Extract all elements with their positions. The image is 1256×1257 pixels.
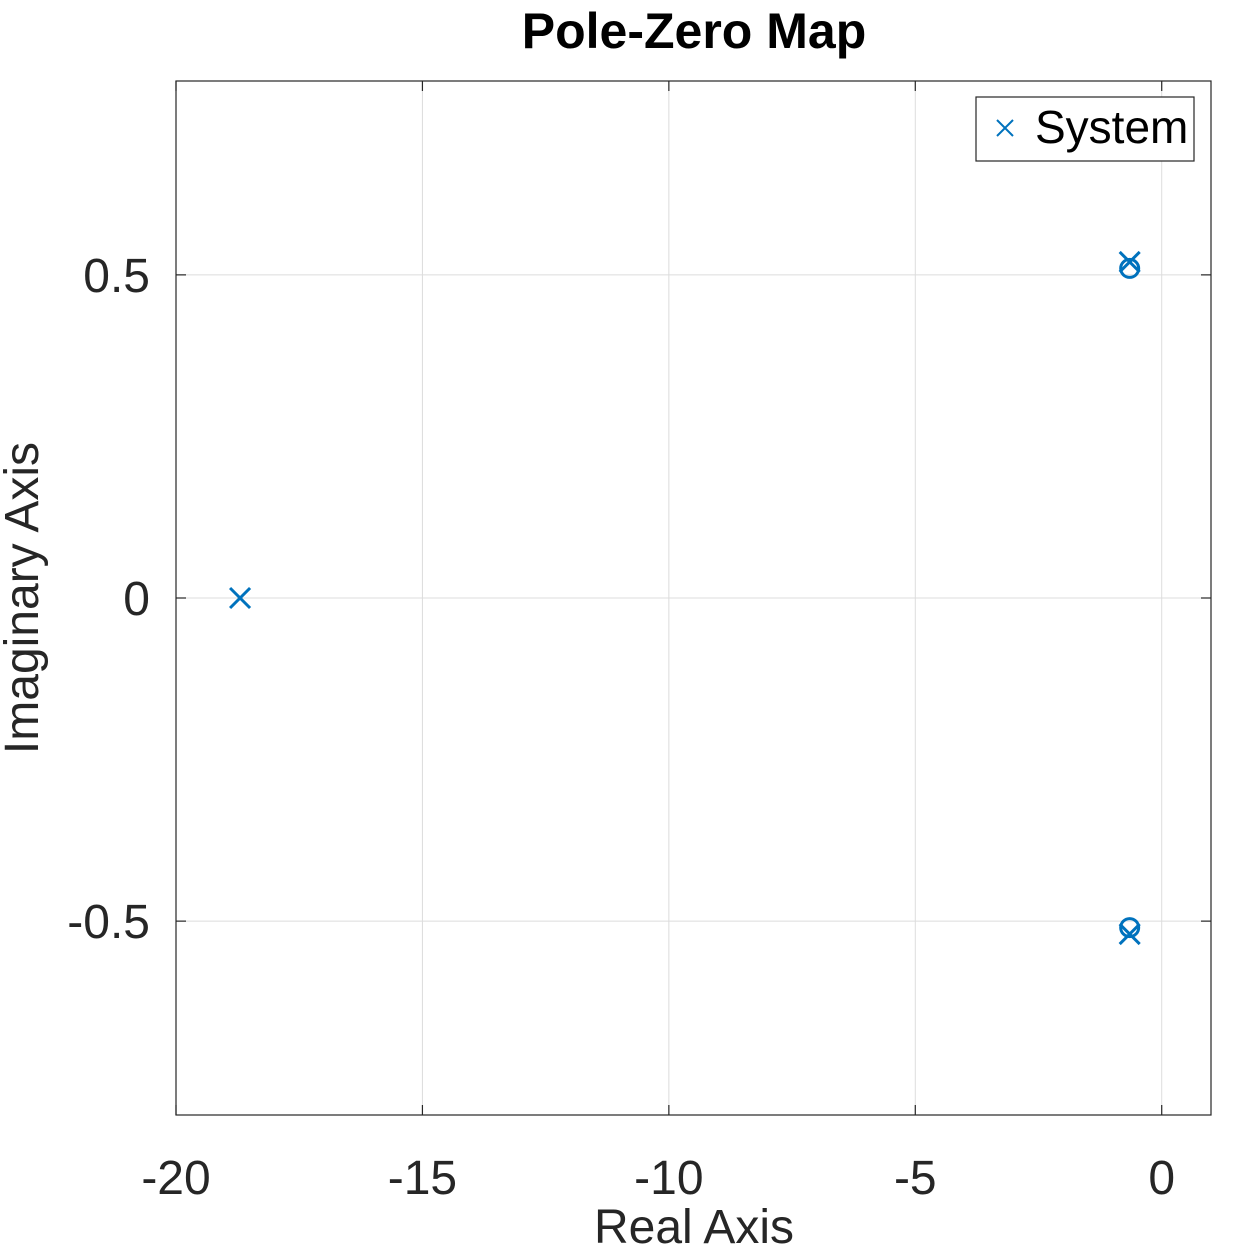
data-marks [229, 250, 1141, 946]
chart-title: Pole-Zero Map [522, 3, 866, 59]
plot-frame [175, 80, 1212, 1116]
legend-label: System [1035, 101, 1188, 153]
pole-marker [1118, 922, 1141, 946]
y-tick-label: 0 [123, 573, 150, 626]
y-tick-labels: -0.5 0 0.5 [67, 250, 150, 949]
zero-marker [1119, 917, 1141, 939]
pole-marker [229, 586, 252, 610]
x-tick-label: -10 [634, 1152, 703, 1205]
y-axis-label: Imaginary Axis [0, 442, 49, 754]
x-tick-label: -5 [894, 1152, 937, 1205]
y-tick-label: 0.5 [83, 250, 150, 303]
pole-marker [1118, 250, 1141, 274]
x-tick-label: 0 [1148, 1152, 1175, 1205]
y-tick-label: -0.5 [67, 896, 150, 949]
legend[interactable]: System [975, 96, 1195, 162]
x-axis-label: Real Axis [594, 1201, 794, 1254]
x-tick-labels: -20 -15 -10 -5 0 [141, 1152, 1175, 1205]
legend-box [975, 96, 1195, 162]
legend-cross-icon [996, 119, 1014, 137]
zero-marker [1119, 257, 1141, 279]
x-tick-label: -20 [141, 1152, 210, 1205]
x-tick-label: -15 [388, 1152, 457, 1205]
